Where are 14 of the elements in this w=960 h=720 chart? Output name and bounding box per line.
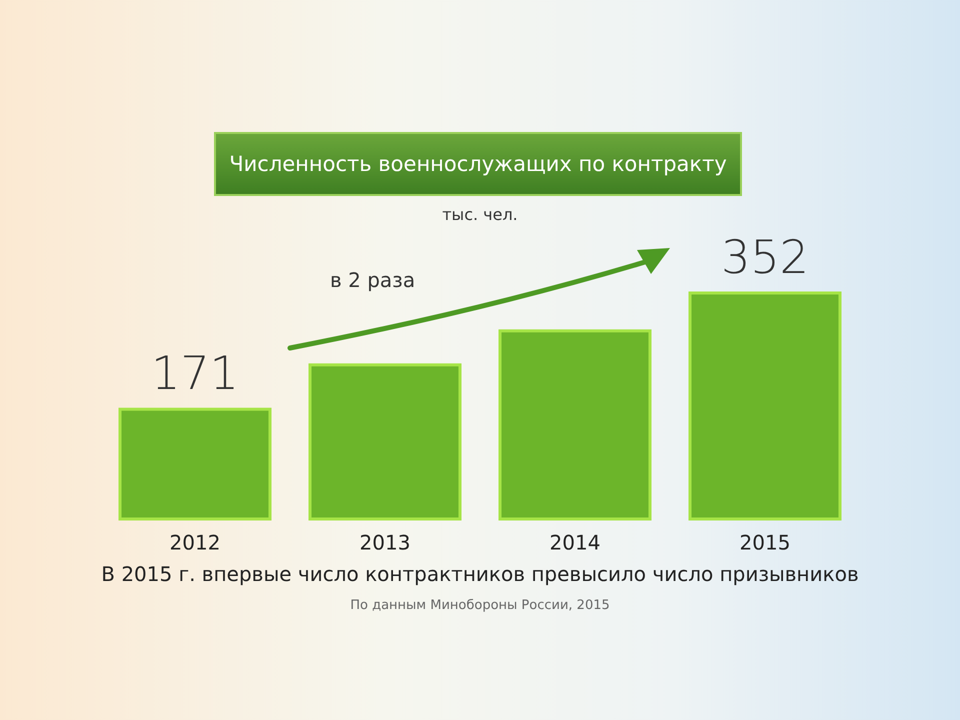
text: По данным Минобороны России, 2015	[349, 598, 611, 613]
text: В 2015 г. впервые число контрактников превысило число призывников	[100, 562, 860, 586]
data-label: 171	[151, 346, 239, 400]
x-tick-label: 2013	[360, 530, 410, 554]
bar	[688, 292, 842, 520]
bar	[308, 363, 462, 520]
chart-subtitle: тыс. чел.	[441, 205, 519, 224]
x-tick-label: 2015	[740, 530, 790, 554]
bar	[118, 408, 272, 520]
data-label: 352	[721, 230, 809, 284]
x-tick-label: 2014	[550, 530, 600, 554]
x-tick-label: 2012	[170, 530, 220, 554]
text: в 2 раза	[330, 268, 416, 292]
chart-title: Численность военнослужащих по контракту	[214, 132, 742, 196]
